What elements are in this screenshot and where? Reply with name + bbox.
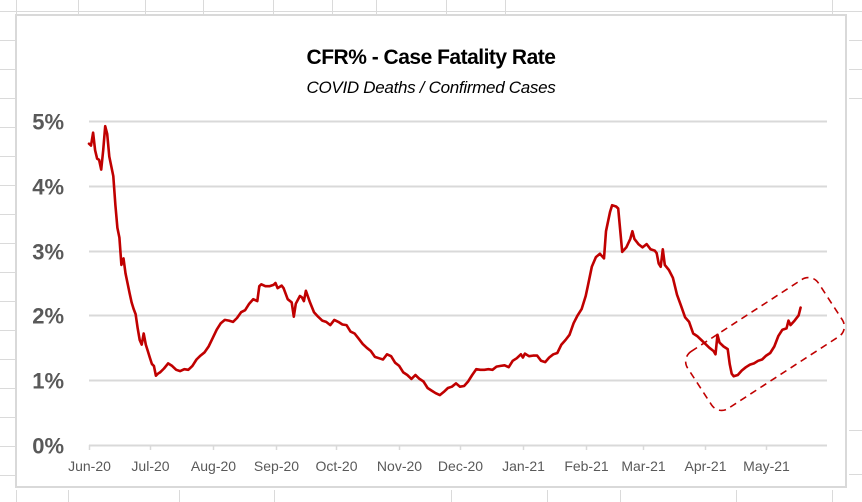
x-tick-label: Apr-21 (684, 458, 726, 474)
series-layer (87, 124, 802, 397)
dashed-highlight-box (684, 276, 846, 412)
x-tick-label: Mar-21 (621, 458, 666, 474)
x-tick-label: Oct-20 (315, 458, 357, 474)
x-axis: Jun-20 Jul-20 Aug-20 Sep-20 Oct-20 Nov-20 Dec-… (68, 444, 827, 474)
x-tick-label: Nov-20 (377, 458, 422, 474)
x-tick-label: Feb-21 (564, 458, 609, 474)
y-tick-label: 0% (32, 434, 64, 459)
highlight-annotation (684, 276, 846, 412)
x-tick-label: May-21 (743, 458, 790, 474)
y-tick-label: 4% (32, 175, 64, 200)
x-tick-label: Aug-20 (191, 458, 236, 474)
y-axis: 0% 1% 2% 3% 4% 5% (32, 110, 64, 459)
gridlines (89, 120, 827, 382)
x-tick-label: Jun-20 (68, 458, 111, 474)
y-tick-label: 1% (32, 369, 64, 394)
y-tick-label: 5% (32, 110, 64, 135)
chart-subtitle: COVID Deaths / Confirmed Cases (306, 78, 556, 97)
x-tick-label: Dec-20 (438, 458, 483, 474)
x-tick-label: Sep-20 (254, 458, 299, 474)
x-tick-label: Jan-21 (502, 458, 545, 474)
y-tick-label: 2% (32, 304, 64, 329)
annotation-layer (684, 276, 846, 412)
x-tick-label: Jul-20 (131, 458, 169, 474)
y-tick-label: 3% (32, 240, 64, 265)
chart-title: CFR% - Case Fatality Rate (306, 46, 556, 69)
series-line-cfr (87, 124, 802, 397)
